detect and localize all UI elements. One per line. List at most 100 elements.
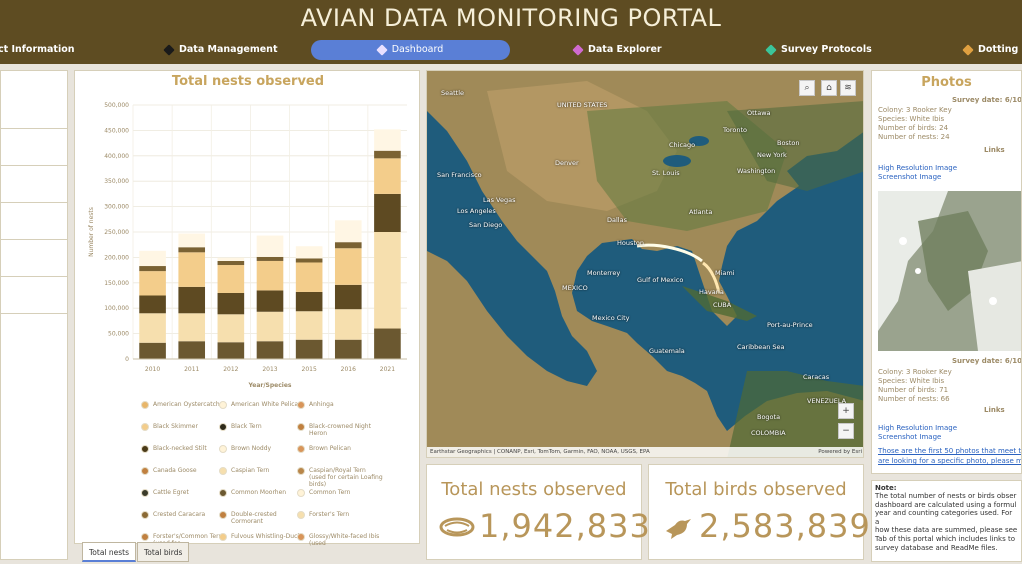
legend-item[interactable]: Cattle Egret	[141, 489, 227, 497]
layers-button[interactable]: ≋	[840, 80, 856, 96]
nest-icon	[439, 517, 475, 537]
nav-data-management[interactable]: Data Management	[163, 40, 278, 60]
legend-label: Glossy/White-faced Ibis (used	[309, 533, 380, 547]
legend-item[interactable]: Common Moorhen	[219, 489, 305, 497]
list-item[interactable]	[1, 240, 67, 277]
note-line: dashboard are calculated using a formul	[875, 500, 1017, 509]
zoom-out-button[interactable]: −	[838, 423, 854, 439]
links-heading: Links	[984, 406, 1005, 414]
high-res-image-link[interactable]: High Resolution Image	[878, 164, 958, 172]
legend-item[interactable]: American White Pelican	[219, 401, 305, 409]
search-button[interactable]: ⌕	[799, 80, 815, 96]
attribution-text: Earthstar Geographics | CONANP, Esri, To…	[430, 449, 650, 455]
legend-item[interactable]: American Oystercatcher	[141, 401, 227, 409]
legend-swatch	[219, 445, 227, 453]
bar-segment	[139, 313, 166, 343]
colony-text: Colony: 3 Rooker Key	[878, 368, 952, 376]
legend-swatch	[219, 511, 227, 519]
list-item[interactable]	[1, 71, 67, 129]
powered-by-link[interactable]: Powered by Esri	[818, 449, 862, 455]
legend-item[interactable]: Black-necked Stilt	[141, 445, 227, 453]
map-label: Seattle	[441, 89, 465, 97]
legend-item[interactable]: Caspian Tern	[219, 467, 305, 475]
map-label: San Francisco	[437, 171, 482, 179]
legend-label: Canada Goose	[153, 467, 197, 474]
nav-survey-protocols[interactable]: Survey Protocols	[765, 40, 872, 60]
nav-dashboard[interactable]: Dashboard	[311, 40, 510, 60]
species-text: Species: White Ibis	[878, 377, 945, 385]
y-tick-label: 100,000	[104, 305, 129, 312]
home-button[interactable]: ⌂	[821, 80, 837, 96]
legend-item[interactable]: Black Skimmer	[141, 423, 227, 431]
bar-segment	[178, 286, 206, 314]
map-label: COLOMBIA	[751, 429, 786, 437]
legend-swatch	[297, 489, 305, 497]
tab-total-nests[interactable]: Total nests	[82, 542, 137, 562]
nav-label: Survey Protocols	[781, 44, 872, 55]
legend-item[interactable]: Fulvous Whistling-Duck	[219, 533, 305, 541]
high-res-image-link[interactable]: High Resolution Image	[878, 424, 958, 432]
legend-item[interactable]: Double-crested Cormorant	[219, 511, 305, 525]
photos-info-link[interactable]: are looking for a specific photo, please…	[878, 457, 1022, 465]
legend-swatch	[297, 511, 305, 519]
legend-item[interactable]: Brown Noddy	[219, 445, 305, 453]
y-tick-label: 200,000	[104, 254, 129, 261]
bar-segment	[256, 290, 284, 312]
map-view[interactable]: Seattle UNITED STATES Denver San Francis…	[426, 70, 864, 458]
legend-item[interactable]: Canada Goose	[141, 467, 227, 475]
bar-segment	[334, 309, 362, 340]
total-nests-card: Total nests observed 1,942,833	[426, 464, 650, 560]
map-label: CUBA	[713, 301, 732, 309]
map-label: Washington	[737, 167, 776, 175]
legend-item[interactable]: Anhinga	[297, 401, 383, 409]
legend-item[interactable]: Black Tern	[219, 423, 305, 431]
species-text: Species: White Ibis	[878, 115, 945, 123]
list-item[interactable]	[1, 129, 67, 166]
map-label: Atlanta	[689, 208, 713, 216]
legend-item[interactable]: Caspian/Royal Tern (used for certain Loa…	[297, 467, 383, 488]
y-tick-label: 400,000	[104, 153, 129, 160]
y-tick-label: 50,000	[108, 331, 129, 338]
screenshot-image-link[interactable]: Screenshot Image	[878, 173, 942, 181]
tab-total-birds[interactable]: Total birds	[137, 542, 190, 562]
zoom-in-button[interactable]: +	[838, 403, 854, 419]
app-header: AVIAN DATA MONITORING PORTAL ct Informat…	[0, 0, 1022, 64]
colony-photo[interactable]	[878, 191, 1022, 351]
x-tick-label: 2010	[145, 366, 160, 373]
map-label: Los Angeles	[457, 207, 496, 215]
legend-label: Common Moorhen	[231, 489, 287, 496]
list-item[interactable]	[1, 203, 67, 240]
legend-item[interactable]: Crested Caracara	[141, 511, 227, 519]
nav-project-information[interactable]: ct Information	[0, 40, 75, 60]
legend-swatch	[219, 533, 227, 541]
nav-data-explorer[interactable]: Data Explorer	[572, 40, 662, 60]
photos-info-link[interactable]: Those are the first 50 photos that meet …	[878, 447, 1022, 455]
map-label: New York	[757, 151, 787, 159]
pin-icon	[376, 43, 388, 56]
list-item[interactable]	[1, 166, 67, 203]
kpi-value: 1,942,833	[479, 507, 651, 545]
legend-swatch	[141, 533, 149, 541]
legend-swatch	[297, 401, 305, 409]
legend-label: Caspian/Royal Tern (used for certain Loa…	[309, 467, 383, 488]
bar-segment	[217, 342, 245, 359]
list-item[interactable]	[1, 277, 67, 314]
nav-label: Data Management	[179, 44, 278, 55]
legend-item[interactable]: Black-crowned Night Heron	[297, 423, 383, 437]
map-label: Caracas	[803, 373, 830, 381]
legend-swatch	[141, 445, 149, 453]
screenshot-image-link[interactable]: Screenshot Image	[878, 433, 942, 441]
map-label: St. Louis	[652, 169, 680, 177]
photos-title: Photos	[921, 75, 972, 90]
legend-label: American Oystercatcher	[153, 401, 226, 408]
legend-item[interactable]: Forster's Tern	[297, 511, 383, 519]
bar-segment	[256, 256, 284, 261]
legend-item[interactable]: Brown Pelican	[297, 445, 383, 453]
legend-item[interactable]: Common Tern	[297, 489, 383, 497]
legend-swatch	[141, 401, 149, 409]
page-title: AVIAN DATA MONITORING PORTAL	[300, 4, 722, 32]
nav-dotting-protocols[interactable]: Dotting Pr	[962, 40, 1022, 60]
nests-count-text: Number of nests: 66	[878, 395, 950, 403]
legend-item[interactable]: Glossy/White-faced Ibis (used	[297, 533, 383, 547]
legend-label: Cattle Egret	[153, 489, 189, 496]
